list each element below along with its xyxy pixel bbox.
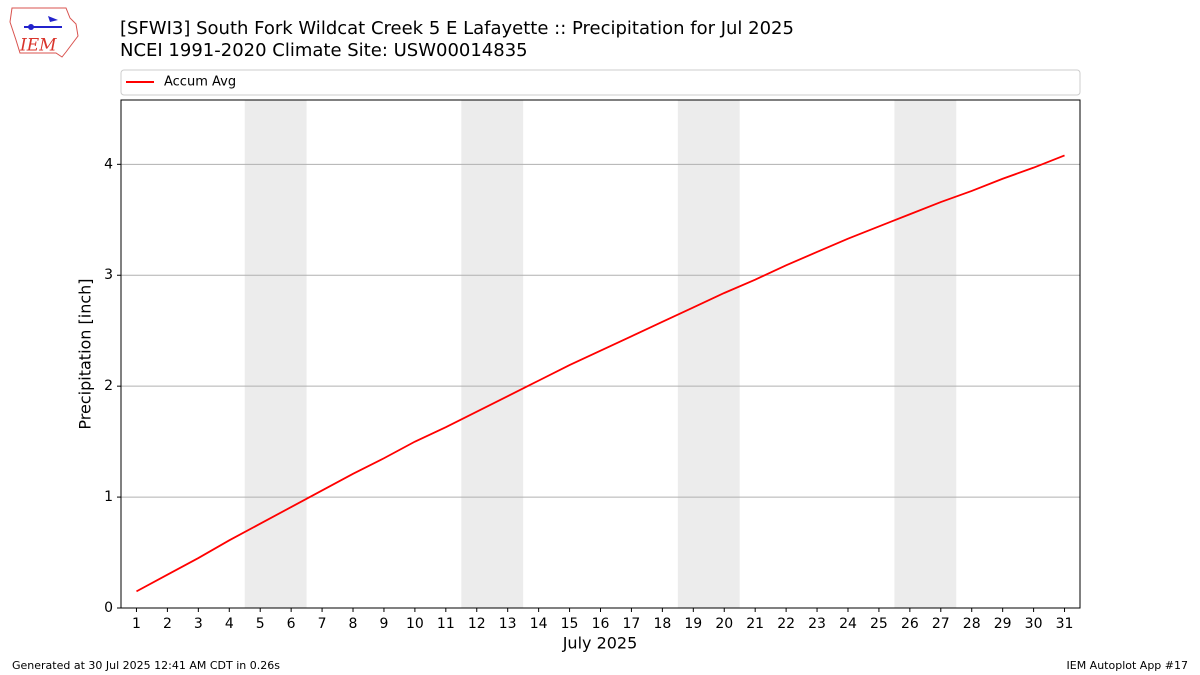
weekend-band [894,100,957,608]
x-tick-label: 2 [163,616,172,632]
x-tick-label: 18 [653,616,671,632]
x-tick-label: 1 [132,616,141,632]
weekend-band [677,100,740,608]
x-tick-label: 7 [318,616,327,632]
x-tick-label: 29 [994,616,1012,632]
x-tick-label: 27 [932,616,950,632]
x-tick-label: 11 [437,616,455,632]
chart-subtitle: NCEI 1991-2020 Climate Site: USW00014835 [120,40,528,61]
y-tick-label: 2 [104,378,113,394]
x-tick-label: 6 [287,616,296,632]
logo: IEM [9,7,79,58]
x-tick-label: 14 [530,616,548,632]
y-tick-label: 1 [104,489,113,505]
footer-left: Generated at 30 Jul 2025 12:41 AM CDT in… [12,659,280,672]
weekend-band [244,100,307,608]
x-tick-label: 10 [406,616,424,632]
x-tick-label: 20 [715,616,733,632]
x-tick-label: 9 [379,616,388,632]
x-tick-label: 22 [777,616,795,632]
x-tick-label: 8 [349,616,358,632]
x-tick-label: 17 [623,616,641,632]
x-tick-label: 4 [225,616,234,632]
x-tick-label: 28 [963,616,981,632]
y-tick-label: 4 [104,156,113,172]
x-tick-label: 31 [1056,616,1074,632]
x-tick-label: 12 [468,616,486,632]
y-tick-label: 0 [104,600,113,616]
plot-frame [120,99,1081,609]
x-tick-label: 16 [592,616,610,632]
y-tick-label: 3 [104,267,113,283]
legend-label: Accum Avg [164,75,236,90]
footer-right: IEM Autoplot App #17 [1067,659,1189,672]
x-tick-label: 19 [684,616,702,632]
x-tick-label: 21 [746,616,764,632]
x-tick-label: 13 [499,616,517,632]
weekend-band [461,100,524,608]
x-tick-label: 23 [808,616,826,632]
x-tick-label: 3 [194,616,203,632]
x-tick-label: 24 [839,616,857,632]
x-axis-label: July 2025 [562,634,638,653]
series-line [136,154,1065,593]
x-tick-label: 15 [561,616,579,632]
x-tick-label: 5 [256,616,265,632]
x-tick-label: 25 [870,616,888,632]
y-axis-label: Precipitation [inch] [76,278,95,429]
legend-box [120,69,1081,96]
logo-text: IEM [19,36,57,56]
x-tick-label: 26 [901,616,919,632]
x-tick-label: 30 [1025,616,1043,632]
chart-title: [SFWI3] South Fork Wildcat Creek 5 E Laf… [120,18,794,39]
